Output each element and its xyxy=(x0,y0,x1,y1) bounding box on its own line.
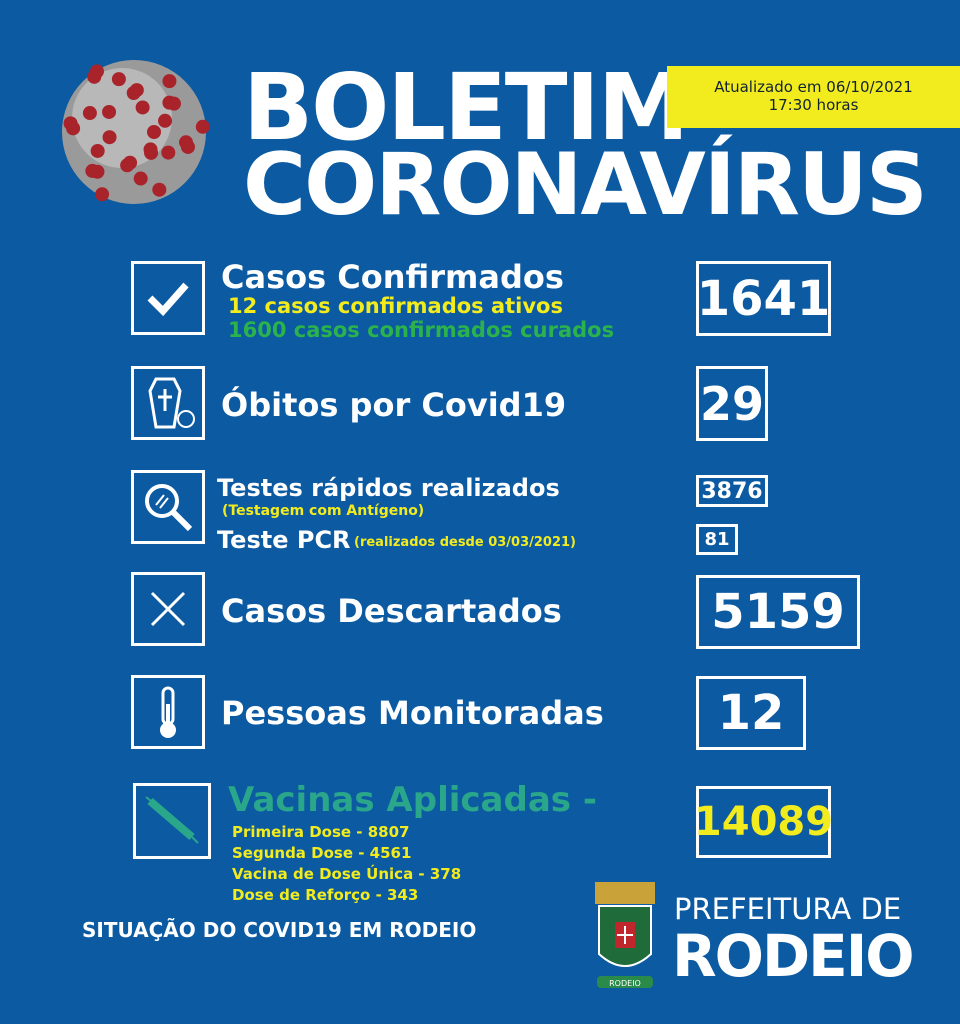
virus-spike xyxy=(90,143,105,158)
virus-spike xyxy=(102,130,117,145)
virus-spike xyxy=(158,113,173,128)
virus-spike xyxy=(162,95,177,110)
city-crest-logo: RODEIO xyxy=(595,882,655,988)
curados-text: 1600 casos confirmados curados xyxy=(228,318,615,342)
dose-segunda: Segunda Dose - 4561 xyxy=(232,844,412,862)
vacinas-value: 14089 xyxy=(694,786,833,858)
updated-time: 17:30 horas xyxy=(768,96,859,114)
situacao-text: SITUAÇÃO DO COVID19 EM RODEIO xyxy=(82,918,477,942)
virus-spike xyxy=(195,119,210,134)
coronavirus-image xyxy=(62,60,210,204)
virus-spike xyxy=(95,187,110,202)
monitoradas-label: Pessoas Monitoradas xyxy=(221,694,604,732)
descartados-value: 5159 xyxy=(696,575,860,649)
monitoradas-value: 12 xyxy=(696,676,806,750)
virus-spike xyxy=(111,72,126,87)
magnifier-icon xyxy=(131,470,205,544)
dose-reforco: Dose de Reforço - 343 xyxy=(232,886,419,904)
virus-spike xyxy=(90,164,105,179)
checkmark-icon xyxy=(131,261,205,335)
coffin-icon xyxy=(131,366,205,440)
syringe-icon xyxy=(133,783,211,859)
title-coronavirus: CORONAVÍRUS xyxy=(243,135,928,235)
testes-sub: (Testagem com Antígeno) xyxy=(222,503,425,519)
virus-spike xyxy=(126,86,141,101)
title-boletim: BOLETIM xyxy=(243,54,689,161)
dose-unica: Vacina de Dose Única - 378 xyxy=(232,865,462,883)
ativos-text: 12 casos confirmados ativos xyxy=(228,294,563,318)
x-icon xyxy=(131,572,205,646)
doses-list: Primeira Dose - 8807 Segunda Dose - 4561… xyxy=(232,822,461,906)
thermometer-icon xyxy=(131,675,205,749)
testes-label: Testes rápidos realizados xyxy=(217,474,560,502)
virus-spike xyxy=(178,135,193,150)
prefeitura-text: PREFEITURA DE xyxy=(674,892,902,926)
virus-spike xyxy=(143,142,158,157)
virus-spike xyxy=(135,100,150,115)
updated-date: Atualizado em 06/10/2021 xyxy=(714,78,913,96)
virus-spike xyxy=(82,106,97,121)
virus-spike xyxy=(133,171,148,186)
virus-spike xyxy=(152,182,167,197)
dose-primeira: Primeira Dose - 8807 xyxy=(232,823,410,841)
virus-spike xyxy=(147,125,161,139)
city-name: RODEIO xyxy=(672,922,915,990)
confirmados-value: 1641 xyxy=(696,261,831,336)
virus-spike xyxy=(123,155,138,170)
pcr-label: Teste PCR xyxy=(217,526,351,554)
obitos-value: 29 xyxy=(696,366,768,441)
descartados-label: Casos Descartados xyxy=(221,592,562,630)
crest-text: RODEIO xyxy=(609,979,641,988)
virus-spike xyxy=(102,104,117,119)
updated-badge: Atualizado em 06/10/2021 17:30 horas xyxy=(667,66,960,128)
obitos-label: Óbitos por Covid19 xyxy=(221,386,567,424)
pcr-sub: (realizados desde 03/03/2021) xyxy=(354,535,577,550)
virus-spike xyxy=(161,145,176,160)
confirmados-label: Casos Confirmados xyxy=(221,258,564,296)
pcr-value: 81 xyxy=(696,524,738,555)
virus-spike xyxy=(87,69,102,84)
vacinas-label: Vacinas Aplicadas - xyxy=(228,780,597,820)
testes-value: 3876 xyxy=(696,475,768,507)
virus-spike xyxy=(162,74,177,89)
virus-spike xyxy=(66,121,81,136)
